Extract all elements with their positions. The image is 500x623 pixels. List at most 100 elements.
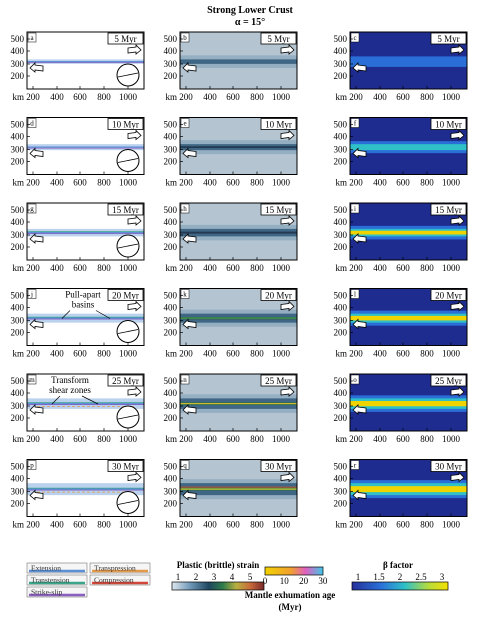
x-tick-label: 600 (396, 263, 410, 273)
time-box (260, 374, 297, 387)
x-tick-label: 1000 (442, 263, 461, 273)
x-tick-label: 400 (373, 178, 387, 188)
y-tick-label: 200 (11, 242, 25, 252)
x-tick-label: 400 (373, 520, 387, 530)
panel-q: q 30 Myr 500 400 300 200 200 400 600 800 1000 km (164, 459, 298, 530)
legend-item: Strike-slip (26, 586, 88, 598)
y-tick-label: 500 (164, 462, 178, 472)
panel-letter: b (183, 34, 187, 42)
annotation-leader (95, 310, 111, 319)
colorbar-tick: 5 (248, 572, 253, 582)
y-tick-label: 300 (11, 59, 25, 69)
x-tick-label: 1000 (272, 349, 291, 359)
panel-e: e 10 Myr 500 400 300 200 200 400 600 800 1000 km (164, 117, 298, 188)
panel-c: c 5 Myr 500 400 300 200 200 400 600 800 1000 km (334, 31, 468, 102)
y-tick-label: 500 (11, 34, 25, 44)
arrow-right-icon (280, 300, 295, 312)
panel-frame (349, 202, 468, 261)
x-tick-label: 200 (179, 178, 193, 188)
panel-m: m 25 Myr 500 400 300 200 200 400 600 800 1000 km (11, 373, 145, 444)
x-tick-label: 1000 (442, 520, 461, 530)
x-tick-label: 800 (97, 349, 111, 359)
panel-k: k 20 Myr 500 400 300 200 200 400 600 800 1000 km (164, 288, 298, 359)
time-label: 15 Myr (112, 205, 139, 215)
time-box (260, 32, 297, 45)
panel-letter: k (183, 291, 187, 299)
x-tick-label: 400 (373, 349, 387, 359)
arrow-left-icon (29, 404, 44, 415)
y-tick-label: 500 (11, 120, 25, 130)
legend-label: Extension (31, 564, 61, 573)
x-tick-label: 600 (73, 434, 87, 444)
panel-frame (179, 117, 298, 175)
y-tick-label: 400 (11, 474, 25, 484)
arrow-right-icon (127, 300, 142, 312)
unit-label: km (335, 92, 347, 102)
arrow-right-icon (127, 386, 142, 397)
time-label: 20 Myr (265, 291, 292, 301)
arrow-right-icon (127, 471, 142, 483)
time-label: 20 Myr (435, 291, 462, 301)
panel-letter: j (30, 291, 33, 299)
rotation-line (117, 243, 139, 249)
arrow-right-icon (450, 215, 465, 226)
x-tick-label: 1000 (119, 178, 138, 188)
y-tick-label: 500 (11, 291, 25, 301)
x-tick-label: 400 (203, 349, 217, 359)
panel-frame (179, 202, 298, 261)
colorbar-exhumation: 0 10 20 30 Mantle exhumation age (Myr) (245, 566, 335, 612)
time-box (260, 118, 297, 130)
x-tick-label: 800 (97, 434, 111, 444)
annotation-leader (81, 395, 99, 405)
panel-o: o 25 Myr 500 400 300 200 200 400 600 800 1000 km (334, 373, 468, 444)
y-tick-label: 500 (334, 205, 348, 215)
panel-frame (179, 31, 298, 90)
y-tick-label: 300 (164, 401, 178, 411)
y-tick-label: 400 (11, 217, 25, 227)
panel-letter: e (183, 120, 186, 128)
unit-label: km (165, 178, 177, 188)
panel-j: j 20 Myr 500 400 300 200 200 400 600 800 1000 km (11, 288, 145, 359)
y-tick-label: 300 (164, 145, 178, 155)
arrow-left-icon (182, 147, 197, 159)
unit-label: km (165, 349, 177, 359)
panel-letter-box (27, 460, 37, 470)
x-tick-label: 800 (250, 263, 264, 273)
time-label: 5 Myr (267, 34, 289, 44)
time-label: 25 Myr (435, 376, 462, 386)
y-tick-label: 500 (164, 120, 178, 130)
x-tick-label: 600 (226, 349, 240, 359)
x-tick-label: 1000 (119, 520, 138, 530)
panel-letter: c (353, 34, 356, 42)
y-tick-label: 400 (11, 303, 25, 313)
x-tick-label: 600 (73, 92, 87, 102)
panel-letter-box (180, 374, 190, 385)
time-box (430, 32, 467, 45)
legend-label: Compression (94, 576, 134, 585)
unit-label: km (12, 349, 24, 359)
panel-letter-box (350, 32, 360, 43)
panel-a: a 5 Myr 500 400 300 200 200 400 600 800 1000 km (11, 31, 145, 102)
x-tick-label: 400 (50, 349, 64, 359)
x-tick-label: 600 (396, 178, 410, 188)
y-tick-label: 400 (334, 474, 348, 484)
x-tick-label: 600 (396, 434, 410, 444)
time-label: 25 Myr (265, 376, 292, 386)
x-tick-label: 800 (250, 178, 264, 188)
y-tick-label: 500 (11, 376, 25, 386)
colorbar-exhumation-bar (264, 566, 324, 576)
y-tick-label: 200 (164, 499, 178, 509)
x-tick-label: 400 (50, 178, 64, 188)
rotation-line (117, 158, 139, 163)
x-tick-label: 400 (203, 263, 217, 273)
arrow-right-icon (450, 129, 465, 141)
y-tick-label: 200 (164, 71, 178, 81)
unit-label: km (165, 434, 177, 444)
arrow-left-icon (352, 233, 367, 244)
y-tick-label: 500 (11, 462, 25, 472)
x-tick-label: 400 (50, 263, 64, 273)
x-tick-label: 800 (420, 92, 434, 102)
panel-letter: r (354, 462, 357, 470)
y-tick-label: 200 (164, 328, 178, 338)
x-tick-label: 200 (26, 349, 40, 359)
